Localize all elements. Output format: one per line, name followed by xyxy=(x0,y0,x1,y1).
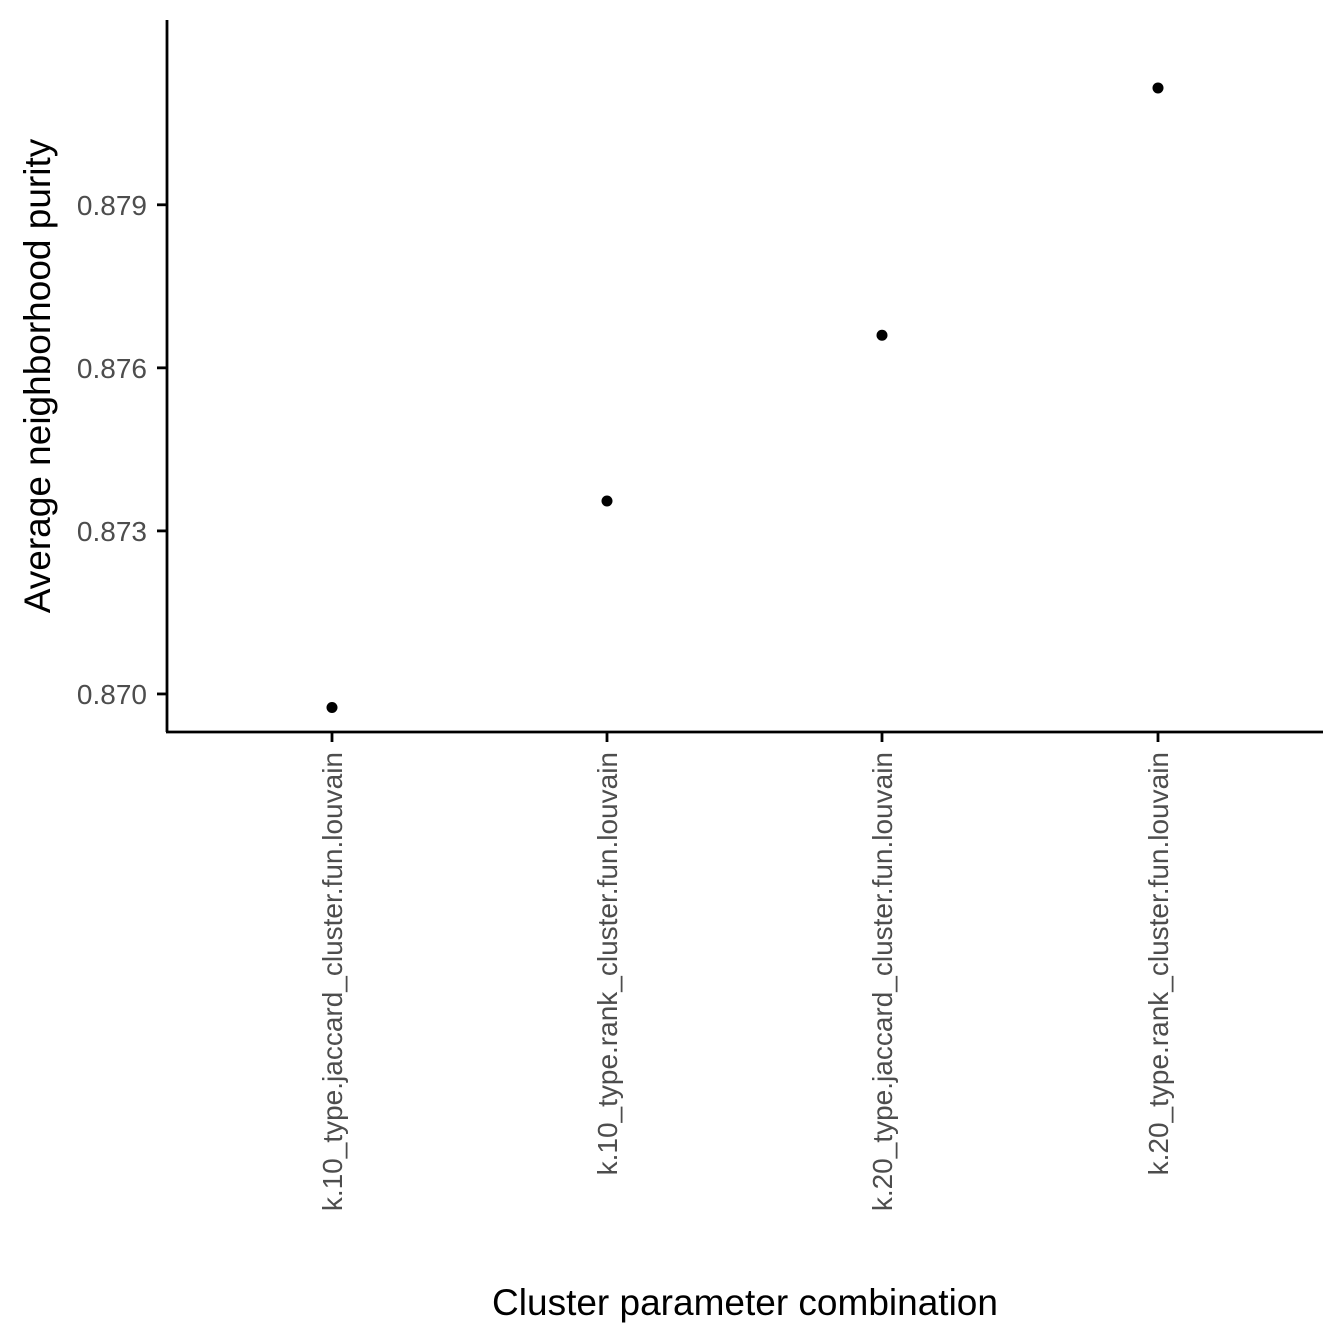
y-axis-ticks: 0.870 0.873 0.876 0.879 xyxy=(77,190,167,710)
x-axis-title: Cluster parameter combination xyxy=(492,1282,998,1323)
x-tick-label: k.10_type.rank_cluster.fun.louvain xyxy=(592,752,623,1175)
data-point xyxy=(326,702,338,714)
y-axis-title: Average neighborhood purity xyxy=(17,138,58,613)
y-tick-label: 0.870 xyxy=(77,679,147,710)
x-axis-ticks: k.10_type.jaccard_cluster.fun.louvain k.1… xyxy=(317,732,1174,1211)
y-tick-label: 0.873 xyxy=(77,516,147,547)
data-point xyxy=(876,329,888,341)
data-points xyxy=(326,82,1164,714)
y-tick-label: 0.876 xyxy=(77,353,147,384)
y-tick-label: 0.879 xyxy=(77,190,147,221)
x-tick-label: k.20_type.jaccard_cluster.fun.louvain xyxy=(867,752,898,1211)
data-point xyxy=(601,495,613,507)
data-point xyxy=(1152,82,1164,94)
x-tick-label: k.10_type.jaccard_cluster.fun.louvain xyxy=(317,752,348,1211)
x-tick-label: k.20_type.rank_cluster.fun.louvain xyxy=(1143,752,1174,1175)
